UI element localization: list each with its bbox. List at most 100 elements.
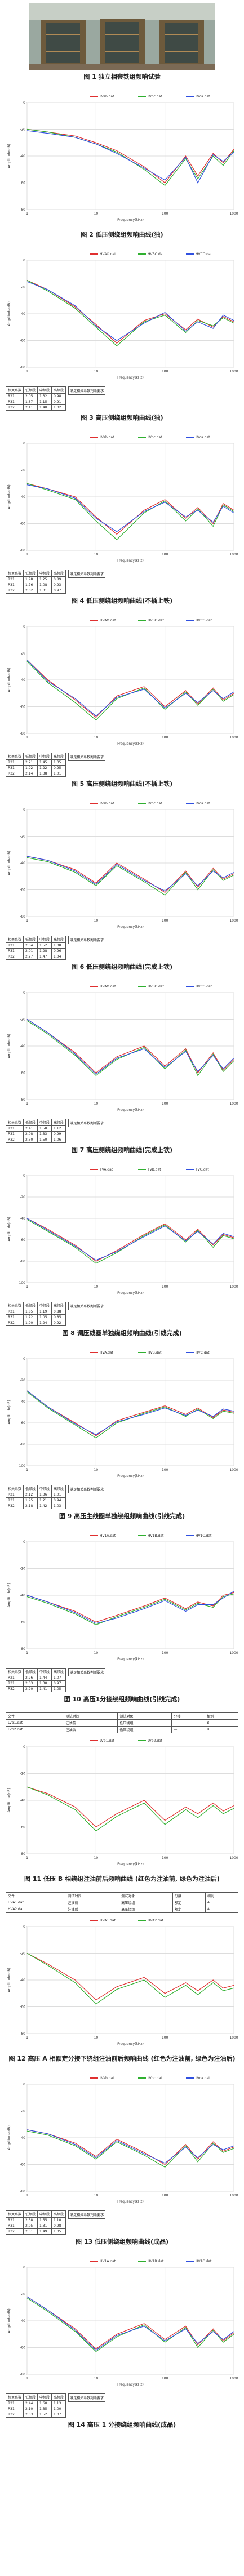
y-tick-label: -20	[20, 286, 25, 290]
legend-label: LVbc.dat	[148, 95, 162, 99]
table-cell: 相关系数	[5, 2393, 24, 2401]
table-note: 满足相关系数判断要求	[68, 1485, 106, 1493]
table-cell: R21	[5, 1675, 24, 1681]
table-cell: 中频段	[37, 1485, 52, 1492]
y-tick-label: -20	[20, 469, 25, 473]
table-row: R32 2.02 1.31 0.97	[5, 588, 66, 594]
table-cell: 1.44	[37, 1675, 52, 1681]
x-tick-label: 10	[94, 2377, 99, 2381]
y-tick-label: 0	[23, 1745, 25, 1749]
y-tick-label: -60	[20, 2005, 25, 2009]
x-axis-label: Frequency(kHz)	[117, 218, 144, 222]
table-row: 相关系数 低频段 中频段 高频段	[5, 386, 66, 394]
y-axis-label: Amplitude(dB)	[7, 484, 11, 509]
table-cell: R32	[5, 2228, 24, 2235]
series-line	[26, 2129, 234, 2164]
table-row: R21 2.05 1.32 0.98	[5, 393, 66, 399]
x-tick-label: 10	[94, 1102, 99, 1106]
table-row: R21 2.41 1.58 1.12	[5, 1125, 66, 1132]
x-tick-label: 1	[26, 2036, 28, 2040]
chart: -80 -60 -40 -20 0 1 10 100 1000 Frequency(kHz) Amp…	[7, 252, 238, 380]
table-cell: 2.05	[23, 2223, 38, 2229]
legend-label: HVAO.dat	[100, 985, 116, 989]
table-cell: 2.44	[23, 2400, 38, 2406]
y-axis-label: Amplitude(dB)	[7, 144, 11, 168]
y-tick-label: 0	[23, 808, 25, 812]
y-tick-label: -80	[20, 1443, 25, 1447]
legend-label: TVC.dat	[195, 1168, 209, 1172]
figures: -80 -60 -40 -20 0 1 10 100 1000 Frequency(kHz) Amp…	[0, 87, 244, 2435]
table-cell: B	[205, 1719, 238, 1727]
x-axis-label: Frequency(kHz)	[117, 376, 144, 380]
y-tick-label: -40	[20, 1400, 25, 1404]
table-block: 相关系数 低频段 中频段 高频段 R21 1.98 1.25 0.89 R31 1.76 1.08 0…	[5, 570, 238, 594]
table-cell: R32	[5, 1686, 24, 1692]
figure: -80 -60 -40 -20 0 1 10 100 1000 Frequency(kHz) Amp…	[0, 87, 244, 244]
table-cell: 1.45	[37, 759, 52, 766]
table-cell: 2.10	[23, 2406, 38, 2412]
table-cell: 高频段	[51, 2393, 66, 2401]
y-tick-label: 0	[23, 1540, 25, 1544]
y-tick-label: 0	[23, 2266, 25, 2270]
table-cell: 中频段	[37, 1302, 52, 1309]
series-line	[26, 1219, 234, 1264]
x-tick-label: 100	[162, 212, 168, 216]
table-cell: 0.94	[51, 1497, 66, 1503]
y-tick-label: -80	[20, 549, 25, 553]
table-cell: 1.49	[37, 2228, 52, 2235]
y-axis-label: Amplitude(dB)	[7, 851, 11, 875]
legend-label: LVca.dat	[196, 2076, 210, 2080]
series-line	[26, 659, 234, 717]
table-row: 相关系数 低频段 中频段 高频段	[5, 2210, 66, 2218]
y-tick-label: -80	[20, 1260, 25, 1263]
figure-caption: 图 6 低压侧绕组频响曲线(完成上铁)	[71, 963, 173, 971]
legend-label: LVca.dat	[196, 95, 210, 99]
table-cell: 0.95	[51, 765, 66, 771]
table-cell: 0.91	[51, 399, 66, 405]
table-block: 相关系数 低频段 中频段 高频段 R21 2.05 1.32 0.98 R31 1.87 1.15 0…	[5, 386, 238, 411]
x-tick-label: 1000	[229, 1856, 238, 1860]
table-cell: 高频段	[51, 936, 66, 943]
table-cell: 1.31	[37, 588, 52, 594]
figure-caption: 图 8 调压线圈单独绕组频响曲线(引线完成)	[62, 1329, 182, 1337]
legend-label: LVbc.dat	[148, 802, 162, 806]
table-row: R31 1.72 1.05 0.85	[5, 1314, 66, 1320]
table: 相关系数 低频段 中频段 高频段 R21 2.41 1.58 1.12 R31 2.08 1.33 0…	[5, 1119, 66, 1143]
y-tick-label: -40	[20, 2136, 25, 2140]
y-tick-label: -60	[20, 1421, 25, 1425]
x-tick-label: 100	[162, 2036, 168, 2040]
x-tick-label: 1	[26, 553, 28, 557]
table-cell: 相别	[205, 1892, 239, 1899]
table-cell: R32	[5, 588, 24, 594]
table-cell: 低频段	[23, 1485, 38, 1492]
series-line	[26, 1952, 234, 2001]
table-cell: R32	[5, 1320, 24, 1326]
series-line	[26, 1390, 234, 1436]
x-tick-label: 1000	[229, 1285, 238, 1289]
chart: -100 -80 -60 -40 -20 0 1 10 100 1000 Frequency(kHz…	[7, 1351, 238, 1478]
x-tick-label: 100	[162, 1285, 168, 1289]
legend-label: HV1C.dat	[196, 2259, 212, 2263]
figure-caption: 图 10 高压1分接绕组频响曲线(引线完成)	[64, 1696, 180, 1703]
table-cell: 低压绕组	[117, 1726, 172, 1733]
table: 相关系数 低频段 中频段 高频段 R21 2.44 1.60 1.13 R31 2.10 1.35 1…	[5, 2393, 66, 2418]
x-axis-label: Frequency(kHz)	[117, 1291, 144, 1295]
x-tick-label: 100	[162, 2194, 168, 2197]
legend-label: LVb1.dat	[100, 1739, 115, 1743]
y-tick-label: -80	[20, 2032, 25, 2036]
table-cell: 0.97	[51, 588, 66, 594]
y-tick-label: -40	[20, 312, 25, 316]
y-tick-label: -80	[20, 915, 25, 919]
table-cell: 0.89	[51, 576, 66, 582]
y-tick-label: -20	[20, 652, 25, 656]
table-note: 满足相关系数判断要求	[68, 753, 106, 761]
table-cell: 低频段	[23, 2393, 38, 2401]
table-cell: 注油前	[63, 1719, 118, 1727]
table: 相关系数 低频段 中频段 高频段 R21 2.12 1.36 1.01 R31 1.95 1.21 0…	[5, 1485, 66, 1509]
table-cell: 1.50	[37, 1137, 52, 1143]
series-line	[26, 2296, 234, 2351]
table-row: 相关系数 低频段 中频段 高频段	[5, 1668, 66, 1675]
legend-label: HVCO.dat	[196, 619, 212, 622]
x-axis-label: Frequency(kHz)	[117, 2383, 144, 2387]
table-cell: 相关系数	[5, 386, 24, 394]
